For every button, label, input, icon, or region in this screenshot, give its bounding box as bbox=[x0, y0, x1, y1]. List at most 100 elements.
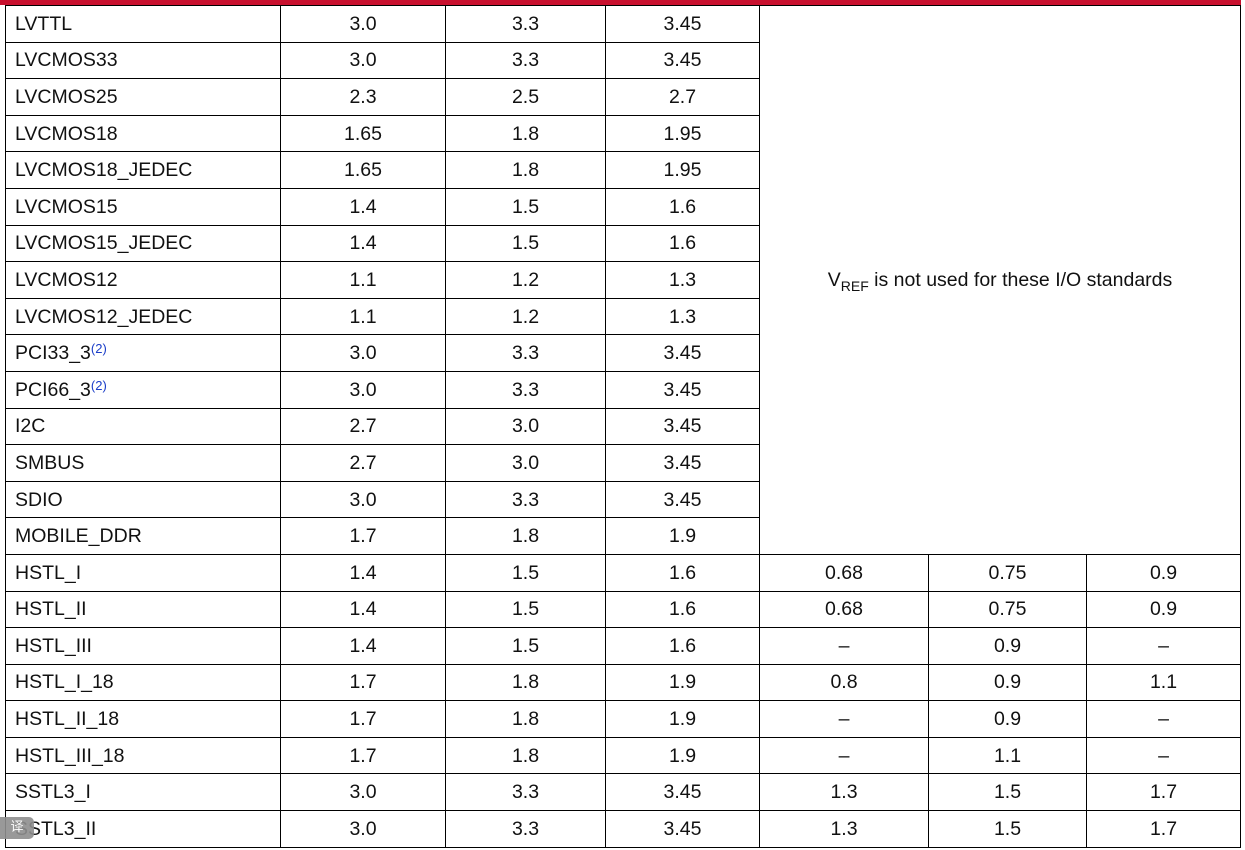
vref-nom-cell: 1.1 bbox=[928, 736, 1087, 775]
vref-min-cell: 1.3 bbox=[759, 773, 929, 812]
io-standard-label: SMBUS bbox=[15, 451, 85, 474]
vcco-max-cell: 3.45 bbox=[605, 41, 760, 80]
translate-icon[interactable]: 译 bbox=[0, 817, 34, 839]
vcco-nom-cell: 3.3 bbox=[445, 773, 606, 812]
vcco-min-cell: 1.1 bbox=[280, 297, 446, 336]
io-standards-table: LVTTL 3.0 3.3 3.45 VREF is not used for thes… bbox=[5, 5, 1241, 848]
io-standard-name: HSTL_III_18 bbox=[5, 736, 281, 775]
vref-max-cell: 1.7 bbox=[1086, 810, 1241, 848]
table-row: LVCMOS18_JEDEC 1.65 1.8 1.95 bbox=[5, 151, 1241, 189]
vcco-max-cell: 3.45 bbox=[605, 480, 760, 519]
io-standard-name: SDIO bbox=[5, 480, 281, 519]
io-standard-label: LVCMOS25 bbox=[15, 85, 118, 108]
vcco-max-cell: 3.45 bbox=[605, 370, 760, 409]
table-row: HSTL_II_18 1.7 1.8 1.9–0.9– bbox=[5, 700, 1241, 738]
vcco-max-cell: 3.45 bbox=[605, 407, 760, 446]
io-standard-label: SDIO bbox=[15, 488, 63, 511]
vcco-nom-cell: 1.8 bbox=[445, 663, 606, 702]
table-row: MOBILE_DDR 1.7 1.8 1.9 bbox=[5, 517, 1241, 555]
vref-max-cell: 1.7 bbox=[1086, 773, 1241, 812]
footnote-link[interactable]: (2) bbox=[90, 377, 107, 393]
io-standard-name: PCI33_3(2) bbox=[5, 334, 281, 372]
vref-min-cell: 1.3 bbox=[759, 810, 929, 848]
table-row: I2C 2.7 3.0 3.45 bbox=[5, 407, 1241, 446]
table-row: HSTL_I_18 1.7 1.8 1.9 0.8 0.9 1.1 bbox=[5, 663, 1241, 702]
vcco-nom-cell: 1.8 bbox=[445, 700, 606, 738]
vcco-min-cell: 1.7 bbox=[280, 736, 446, 775]
table-row: LVTTL 3.0 3.3 3.45 VREF is not used for thes… bbox=[5, 5, 1241, 555]
io-standard-name: LVCMOS18 bbox=[5, 114, 281, 153]
vcco-max-cell: 1.95 bbox=[605, 114, 760, 153]
vref-min-cell: – bbox=[759, 700, 929, 738]
io-standard-label: LVCMOS15 bbox=[15, 195, 118, 218]
vcco-min-cell: 3.0 bbox=[280, 773, 446, 812]
vref-max-cell: 0.9 bbox=[1086, 553, 1241, 592]
vref-nom-cell: 0.9 bbox=[928, 700, 1087, 738]
vref-max-cell: – bbox=[1086, 736, 1241, 775]
table-row: SMBUS 2.7 3.0 3.45 bbox=[5, 444, 1241, 482]
vref-min-cell: 0.68 bbox=[759, 553, 929, 592]
table-row: HSTL_III 1.4 1.5 1.6–0.9– bbox=[5, 627, 1241, 665]
vcco-max-cell: 3.45 bbox=[605, 444, 760, 482]
vref-max-cell: – bbox=[1086, 700, 1241, 738]
io-standard-name: LVCMOS33 bbox=[5, 41, 281, 80]
io-standard-name: LVCMOS15 bbox=[5, 187, 281, 226]
io-standard-name: LVCMOS25 bbox=[5, 78, 281, 116]
table-row: LVCMOS18 1.65 1.8 1.95 bbox=[5, 114, 1241, 153]
io-standard-name: SMBUS bbox=[5, 444, 281, 482]
io-standard-label: PCI66_3 bbox=[15, 378, 91, 401]
vcco-nom-cell: 3.3 bbox=[445, 334, 606, 372]
io-standard-name: LVCMOS12_JEDEC bbox=[5, 297, 281, 336]
vcco-min-cell: 3.0 bbox=[280, 334, 446, 372]
vref-nom-cell: 1.5 bbox=[928, 773, 1087, 812]
vcco-nom-cell: 1.5 bbox=[445, 553, 606, 592]
vcco-max-cell: 1.9 bbox=[605, 517, 760, 555]
io-standard-name: SSTL3_I bbox=[5, 773, 281, 812]
io-standard-name: HSTL_I_18 bbox=[5, 663, 281, 702]
vcco-min-cell: 1.4 bbox=[280, 590, 446, 629]
vref-not-used-note: VREF is not used for these I/O standards bbox=[759, 5, 1241, 555]
io-standard-name: LVTTL bbox=[5, 5, 281, 43]
table-row: PCI33_3(2) 3.0 3.3 3.45 bbox=[5, 334, 1241, 372]
table-row: PCI66_3(2) 3.0 3.3 3.45 bbox=[5, 370, 1241, 409]
vcco-max-cell: 2.7 bbox=[605, 78, 760, 116]
vcco-min-cell: 1.4 bbox=[280, 224, 446, 263]
vref-nom-cell: 1.5 bbox=[928, 810, 1087, 848]
vref-nom-cell: 0.75 bbox=[928, 590, 1087, 629]
vcco-min-cell: 1.4 bbox=[280, 553, 446, 592]
vcco-min-cell: 3.0 bbox=[280, 41, 446, 80]
vcco-min-cell: 1.65 bbox=[280, 151, 446, 189]
vref-min-cell: – bbox=[759, 627, 929, 665]
io-standard-name: LVCMOS15_JEDEC bbox=[5, 224, 281, 263]
vcco-min-cell: 1.7 bbox=[280, 700, 446, 738]
table-row: LVCMOS15_JEDEC 1.4 1.5 1.6 bbox=[5, 224, 1241, 263]
io-standard-label: LVCMOS33 bbox=[15, 49, 118, 72]
io-standard-name: I2C bbox=[5, 407, 281, 446]
vcco-max-cell: 1.6 bbox=[605, 590, 760, 629]
vcco-min-cell: 2.7 bbox=[280, 444, 446, 482]
io-standard-name: HSTL_II bbox=[5, 590, 281, 629]
vcco-min-cell: 2.3 bbox=[280, 78, 446, 116]
vref-max-cell: – bbox=[1086, 627, 1241, 665]
table-row: LVCMOS25 2.3 2.5 2.7 bbox=[5, 78, 1241, 116]
vcco-nom-cell: 3.3 bbox=[445, 41, 606, 80]
io-standard-name: HSTL_II_18 bbox=[5, 700, 281, 738]
vcco-max-cell: 1.6 bbox=[605, 627, 760, 665]
table-row: SSTL3_I 3.0 3.3 3.45 1.3 1.5 1.7 bbox=[5, 773, 1241, 812]
header-accent-bar bbox=[0, 0, 1241, 5]
footnote-link[interactable]: (2) bbox=[90, 341, 107, 357]
table-row: HSTL_III_18 1.7 1.8 1.9–1.1– bbox=[5, 736, 1241, 775]
vref-symbol: V bbox=[827, 268, 841, 291]
vcco-nom-cell: 1.8 bbox=[445, 517, 606, 555]
vcco-max-cell: 3.45 bbox=[605, 5, 760, 43]
vcco-min-cell: 3.0 bbox=[280, 480, 446, 519]
io-standard-name: SSTL3_II bbox=[5, 810, 281, 848]
vref-min-cell: 0.68 bbox=[759, 590, 929, 629]
vcco-min-cell: 1.4 bbox=[280, 627, 446, 665]
table-row: HSTL_I 1.4 1.5 1.6 0.68 0.75 0.9 bbox=[5, 553, 1241, 592]
vcco-nom-cell: 3.3 bbox=[445, 480, 606, 519]
vref-max-cell: 1.1 bbox=[1086, 663, 1241, 702]
vcco-nom-cell: 2.5 bbox=[445, 78, 606, 116]
vcco-nom-cell: 1.5 bbox=[445, 627, 606, 665]
io-standard-name: HSTL_I bbox=[5, 553, 281, 592]
